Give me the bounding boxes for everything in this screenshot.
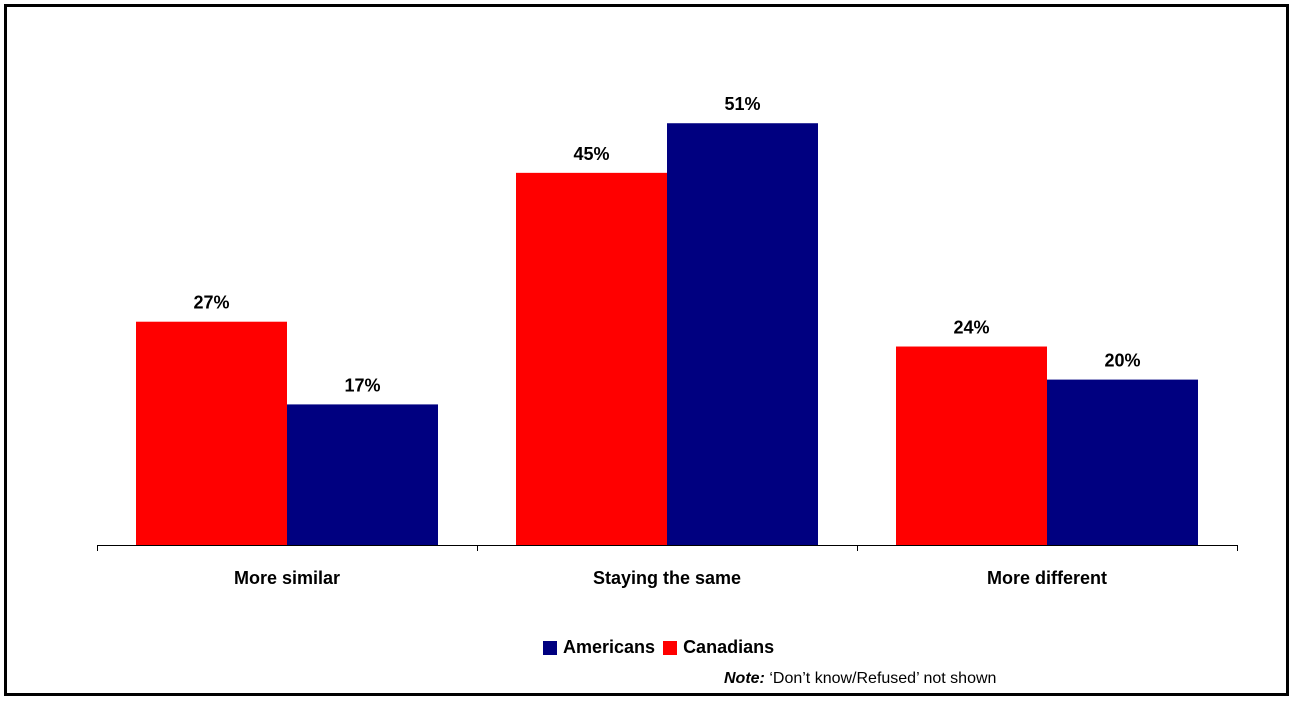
legend-item-americans: Americans [543,637,655,658]
data-label-canadians-3: 24% [953,318,989,338]
x-tick-label-3: More different [987,568,1107,588]
data-label-canadians-1: 27% [193,293,229,313]
data-label-americans-1: 17% [344,375,380,395]
bar-americans-2 [667,123,818,545]
legend-label-canadians: Canadians [683,637,775,657]
bars-layer [136,123,1198,545]
bar-canadians-2 [516,172,667,545]
legend: Americans Canadians [543,637,782,658]
x-axis [97,545,1238,551]
bar-canadians-3 [896,346,1047,545]
x-tick-label-2: Staying the same [593,568,741,588]
legend-swatch-americans [543,640,557,655]
legend-item-canadians: Canadians [663,637,774,658]
legend-label-americans: Americans [563,637,656,657]
data-label-americans-2: 51% [724,94,760,114]
bar-americans-1 [287,404,438,545]
note-label: Note: [724,670,765,687]
footnote: Note: ‘Don’t know/Refused’ not shown [724,670,996,688]
data-label-canadians-2: 45% [573,144,609,164]
x-tick-label-1: More similar [234,568,340,588]
bar-americans-3 [1047,379,1198,545]
note-text: ‘Don’t know/Refused’ not shown [764,670,997,687]
labels-layer: 27% 17% More similar 45% 51% Staying the same… [193,94,1140,588]
data-label-americans-3: 20% [1104,351,1140,371]
legend-swatch-canadians [663,640,678,655]
bar-canadians-1 [136,321,287,545]
